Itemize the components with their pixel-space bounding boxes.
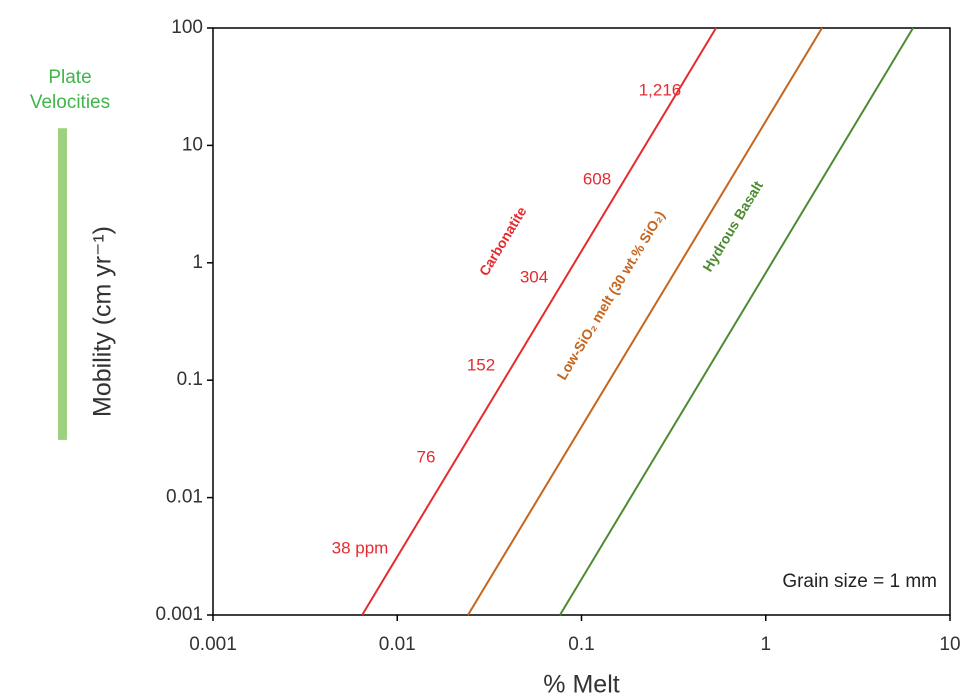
series-line bbox=[467, 27, 823, 616]
plot-frame bbox=[212, 27, 951, 616]
y-tick-label: 0.001 bbox=[155, 604, 203, 625]
x-tick-label: 1 bbox=[760, 634, 771, 655]
value-annotation: 1,216 bbox=[639, 80, 682, 99]
y-tick-label: 0.1 bbox=[177, 369, 203, 390]
series-label: Low-SiO₂ melt (30 wt.% SiO₂) bbox=[554, 208, 668, 383]
x-tick-label: 10 bbox=[939, 634, 960, 655]
x-axis-label: % Melt bbox=[543, 671, 619, 699]
value-annotation: 76 bbox=[417, 447, 436, 466]
series-label: Hydrous Basalt bbox=[699, 178, 766, 275]
value-annotation: 304 bbox=[520, 267, 548, 286]
series-line bbox=[559, 27, 914, 616]
x-tick-label: 0.1 bbox=[568, 634, 594, 655]
plate-velocity-label: Velocities bbox=[30, 92, 110, 113]
y-tick-label: 10 bbox=[182, 134, 203, 155]
note: Grain size = 1 mm bbox=[782, 571, 937, 592]
y-tick-label: 0.01 bbox=[166, 487, 203, 508]
value-annotation: 608 bbox=[583, 169, 611, 188]
value-annotation: 38 ppm bbox=[332, 538, 389, 557]
series-line bbox=[361, 27, 717, 616]
plate-velocity-bar bbox=[58, 128, 67, 440]
x-tick-label: 0.001 bbox=[189, 634, 237, 655]
y-tick-label: 1 bbox=[192, 252, 203, 273]
value-annotation: 152 bbox=[467, 355, 495, 374]
y-axis-label: Mobility (cm yr⁻¹) bbox=[89, 226, 117, 417]
plate-velocity-label: Plate bbox=[48, 67, 91, 88]
y-tick-label: 100 bbox=[171, 17, 203, 38]
x-tick-label: 0.01 bbox=[379, 634, 416, 655]
